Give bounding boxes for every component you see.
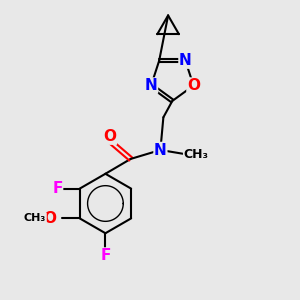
Text: CH₃: CH₃ xyxy=(184,148,208,161)
Text: O: O xyxy=(187,78,200,93)
Text: N: N xyxy=(179,53,192,68)
Text: O: O xyxy=(103,129,116,144)
Text: N: N xyxy=(145,78,158,93)
Text: CH₃: CH₃ xyxy=(24,213,46,224)
Text: F: F xyxy=(100,248,111,263)
Text: F: F xyxy=(52,181,63,196)
Text: N: N xyxy=(154,142,167,158)
Text: O: O xyxy=(44,211,56,226)
